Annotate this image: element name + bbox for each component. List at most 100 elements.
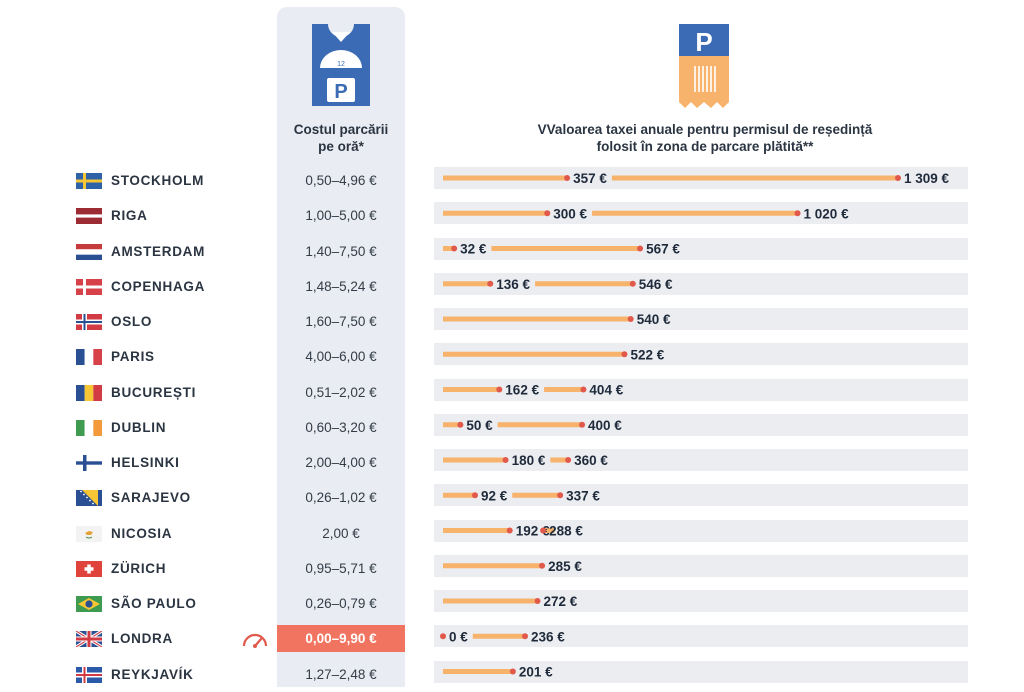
fee-max-dot	[621, 351, 628, 358]
city-name: STOCKHOLM	[111, 173, 205, 188]
table-row: AMSTERDAM 1,40–7,50 €	[0, 234, 1024, 269]
fee-max-label: 236 €	[531, 629, 565, 644]
fee-max-dot	[557, 492, 564, 499]
ireland-flag	[76, 419, 102, 436]
speedometer-icon	[242, 634, 268, 649]
norway-flag	[76, 314, 102, 330]
finland-flag	[76, 455, 102, 471]
city-name: HELSINKI	[111, 455, 180, 470]
hourly-cost-value: 1,00–5,00 €	[305, 208, 377, 224]
hourly-cost-header: Costul parcării pe oră*	[277, 121, 405, 155]
fee-min-dot	[496, 386, 503, 393]
hourly-highlight	[277, 625, 405, 653]
annual-header-line-1: VValoarea taxei anuale pentru permisul d…	[537, 122, 873, 137]
fee-track	[434, 272, 968, 295]
fee-min-dot	[506, 527, 513, 534]
switzerland-flag	[76, 560, 102, 577]
city-name: PARIS	[111, 349, 155, 365]
fee-track	[434, 484, 968, 507]
netherlands-flag	[76, 243, 102, 260]
annual-fee-header: VValoarea taxei anuale pentru permisul d…	[470, 121, 940, 155]
hourly-cost-value: 0,00–9,90 €	[305, 631, 377, 647]
brazil-flag	[76, 596, 102, 612]
fee-track	[434, 660, 968, 683]
city-name: SÃO PAULO	[111, 596, 197, 611]
fee-max-dot	[794, 210, 801, 217]
fee-max-dot	[627, 316, 634, 322]
fee-max-dot	[534, 598, 541, 604]
svg-text:P: P	[695, 27, 712, 57]
hourly-cost-value: 1,40–7,50 €	[305, 243, 377, 259]
table-row: NICOSIA 2,00 €	[0, 516, 1024, 551]
hourly-cost-value: 1,60–7,50 €	[305, 314, 377, 329]
fee-max-dot	[637, 245, 644, 252]
iceland-flag	[76, 666, 102, 683]
fee-min-label: 50 €	[466, 418, 493, 433]
table-row: SARAJEVO 0,26–1,02 €	[0, 480, 1024, 515]
france-flag	[76, 349, 102, 366]
table-row: DUBLIN 0,60–3,20 €	[0, 410, 1024, 445]
fee-track	[434, 554, 968, 577]
fee-track	[434, 590, 968, 612]
table-row: REYKJAVÍK 1,27–2,48 €	[0, 657, 1024, 692]
fee-max-dot	[522, 633, 529, 640]
fee-max-label: 288 €	[549, 524, 583, 539]
city-name: ZÜRICH	[111, 560, 167, 576]
denmark-flag	[76, 278, 102, 295]
hourly-cost-value: 0,50–4,96 €	[305, 173, 377, 188]
city-name: BUCUREȘTI	[111, 384, 197, 400]
uk-flag	[76, 631, 102, 648]
table-row: COPENHAGA 1,48–5,24 €	[0, 269, 1024, 304]
fee-track	[434, 378, 968, 401]
city-name: DUBLIN	[111, 419, 167, 435]
hourly-cost-value: 1,48–5,24 €	[305, 278, 377, 294]
table-row: LONDRA 0,00–9,90 €	[0, 621, 1024, 656]
fee-min-dot	[502, 457, 509, 463]
fee-max-dot	[579, 421, 586, 428]
table-row: SÃO PAULO 0,26–0,79 €	[0, 586, 1024, 621]
fee-max-label: 285 €	[548, 559, 582, 574]
fee-track	[434, 449, 968, 471]
hourly-cost-value: 4,00–6,00 €	[305, 349, 377, 365]
city-name: NICOSIA	[111, 525, 173, 541]
fee-min-label: 180 €	[512, 453, 546, 468]
city-name: OSLO	[111, 314, 153, 329]
fee-max-label: 1 309 €	[904, 171, 950, 186]
city-name: LONDRA	[111, 631, 173, 647]
city-name: REYKJAVÍK	[111, 666, 194, 682]
table-row: ZÜRICH 0,95–5,71 €	[0, 551, 1024, 586]
annual-header-line-2: folosit în zona de parcare plătită**	[596, 139, 814, 154]
fee-max-label: 360 €	[574, 453, 608, 468]
fee-max-label: 540 €	[637, 312, 671, 327]
fee-max-label: 1 020 €	[804, 206, 850, 221]
city-name: SARAJEVO	[111, 490, 191, 506]
fee-min-dot	[457, 421, 464, 428]
hourly-cost-value: 0,26–0,79 €	[305, 596, 377, 611]
fee-max-dot	[629, 280, 636, 287]
table-row: OSLO 1,60–7,50 €	[0, 304, 1024, 339]
fee-max-label: 522 €	[630, 347, 664, 362]
fee-max-dot	[539, 562, 546, 569]
hourly-cost-value: 2,00 €	[322, 525, 360, 541]
fee-max-label: 400 €	[588, 418, 622, 433]
fee-min-dot	[564, 175, 571, 181]
parking-ticket-icon: P	[679, 24, 729, 108]
parking-disc-icon: 12 P	[312, 24, 370, 106]
fee-min-dot	[440, 633, 446, 640]
hourly-cost-column	[277, 7, 405, 687]
fee-max-dot	[895, 175, 901, 181]
fee-min-dot	[487, 280, 494, 287]
hourly-cost-value: 0,51–2,02 €	[305, 384, 377, 400]
fee-min-label: 357 €	[573, 171, 607, 186]
fee-max-dot	[540, 527, 547, 534]
fee-min-label: 162 €	[505, 383, 539, 398]
fee-min-label: 32 €	[460, 242, 487, 257]
svg-text:12: 12	[337, 61, 345, 68]
fee-min-label: 0 €	[449, 629, 468, 644]
city-name: AMSTERDAM	[111, 243, 206, 259]
fee-min-label: 300 €	[553, 206, 587, 221]
bosnia-flag	[76, 490, 102, 507]
fee-max-label: 567 €	[646, 242, 680, 257]
fee-max-label: 546 €	[639, 277, 673, 292]
hourly-cost-value: 0,26–1,02 €	[305, 490, 377, 506]
